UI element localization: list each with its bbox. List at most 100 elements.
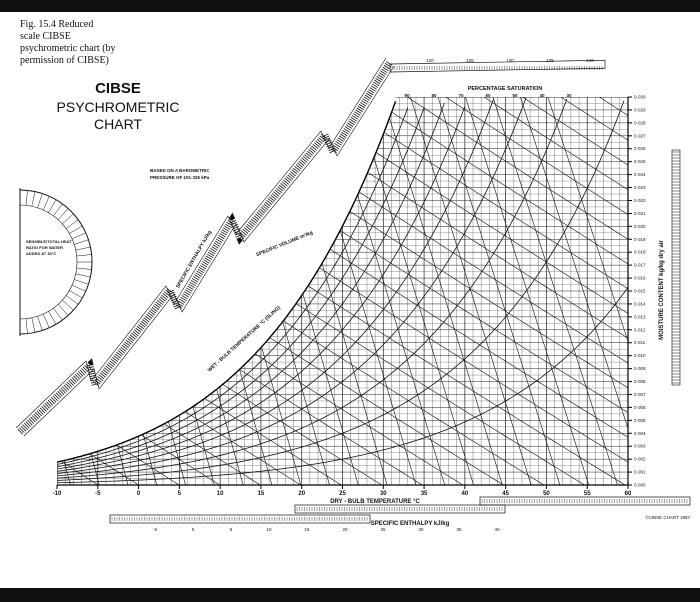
protractor-tick xyxy=(75,273,91,278)
y-tick-label: 0·012 xyxy=(634,327,646,332)
x-tick-label: -5 xyxy=(95,491,101,497)
saturation-label: 80 xyxy=(431,93,437,98)
caption-line: psychrometric chart (by xyxy=(20,43,116,54)
protractor-tick xyxy=(65,295,79,305)
caption-line: permission of CIBSE) xyxy=(20,55,109,66)
enthalpy-scale xyxy=(109,514,371,524)
enthalpy-line xyxy=(521,97,628,141)
y-tick-label: 0·013 xyxy=(634,314,646,319)
y-tick-label: 0·022 xyxy=(634,198,646,203)
y-tick-label: 0·027 xyxy=(634,133,646,138)
enthalpy-line xyxy=(448,97,628,191)
protractor-tick xyxy=(25,190,28,206)
caption-line: scale CIBSE xyxy=(20,31,71,42)
y-tick-label: 0·020 xyxy=(634,224,646,229)
title-line: CIBSE xyxy=(95,80,141,97)
enthalpy-tick-label: 35 xyxy=(456,527,462,532)
protractor-tick xyxy=(76,267,92,270)
title-line: PSYCHROMETRIC xyxy=(57,99,180,115)
saturation-label: 70 xyxy=(458,93,464,98)
enthalpy-line xyxy=(407,97,628,215)
y-tick-label: 0·019 xyxy=(634,237,646,242)
enthalpy-tick-label: 0 xyxy=(192,527,195,532)
enthalpy-line xyxy=(562,97,628,116)
wetbulb-label: WET - BULB TEMPERATURE °C (SLING) xyxy=(207,305,282,374)
protractor-tick xyxy=(37,193,43,208)
y-tick-label: 0·014 xyxy=(634,301,646,306)
volume-line xyxy=(492,97,618,485)
volume-label: SPECIFIC VOLUME m³/kg xyxy=(255,230,313,258)
enthalpy-tick-label: 5 xyxy=(230,527,233,532)
protractor-tick xyxy=(53,203,63,217)
caption: Fig. 15.4 Reduced scale CIBSE psychromet… xyxy=(20,19,116,66)
pressure-note: BASED ON A BAROMETRIC PRESSURE OF 101·32… xyxy=(150,168,210,180)
volume-line xyxy=(57,97,129,485)
protractor-tick xyxy=(31,317,36,333)
enthalpy-tick-label: 120 xyxy=(426,58,434,63)
x-axis-label: DRY - BULB TEMPERATURE °C xyxy=(330,499,420,505)
y-axis-label: MOISTURE CONTENT kg/kg dry air xyxy=(659,239,665,339)
y-tick-label: 0·009 xyxy=(634,366,646,371)
x-tick-label: 0 xyxy=(137,491,141,497)
x-tick-label: 40 xyxy=(462,491,469,497)
protractor-tick xyxy=(42,196,50,211)
saturation-label: 40 xyxy=(539,93,545,98)
saturation-curve xyxy=(57,107,425,468)
protractor-tick xyxy=(37,316,43,331)
y-tick-label: 0·017 xyxy=(634,263,646,268)
enthalpy-scale xyxy=(389,59,606,73)
protractor-tick xyxy=(57,304,69,316)
note-line: RATIO FOR WATER xyxy=(26,245,63,250)
protractor-tick xyxy=(25,318,28,334)
x-tick-label: 60 xyxy=(625,491,632,497)
y-tick-label: 0·007 xyxy=(634,392,646,397)
x-tick-label: -10 xyxy=(53,491,62,497)
bottom-bar xyxy=(0,588,700,602)
note-line: PRESSURE OF 101·325 kPa xyxy=(150,175,210,180)
volume-line xyxy=(355,97,474,485)
x-tick-label: 50 xyxy=(543,491,550,497)
chart-grid xyxy=(57,97,628,485)
enthalpy-tick-label: 135 xyxy=(546,58,554,63)
enthalpy-tick-label: 10 xyxy=(266,527,272,532)
side-scale xyxy=(671,149,681,386)
volume-line xyxy=(57,97,100,485)
y-tick-label: 0·003 xyxy=(634,444,646,449)
enthalpy-line xyxy=(293,97,628,290)
note-line: SENSIBLE/TOTAL HEAT xyxy=(26,239,72,244)
title-line: CHART xyxy=(94,116,142,132)
enthalpy-scale xyxy=(294,504,506,514)
saturation-curve xyxy=(57,98,568,479)
volume-line xyxy=(437,97,561,485)
y-tick-label: 0·030 xyxy=(634,95,646,100)
saturation-label: 30 xyxy=(566,93,572,98)
enthalpy-tick-label: -5 xyxy=(153,527,157,532)
y-tick-label: 0·026 xyxy=(634,146,646,151)
y-tick-label: 0·018 xyxy=(634,250,646,255)
saturation-curve xyxy=(57,106,466,472)
x-tick-label: 10 xyxy=(217,491,224,497)
y-tick-label: 0·025 xyxy=(634,159,646,164)
y-tick-label: 0·006 xyxy=(634,405,646,410)
note-line: BASED ON A BAROMETRIC xyxy=(150,168,210,173)
copyright: ©CIBSE CHART 1987 xyxy=(645,514,690,520)
x-tick-label: 20 xyxy=(298,491,305,497)
protractor-tick xyxy=(71,232,86,240)
protractor-tick xyxy=(69,225,83,234)
protractor-tick xyxy=(42,313,50,328)
x-tick-label: 25 xyxy=(339,491,346,497)
enthalpy-tick-label: 30 xyxy=(418,527,424,532)
y-tick-label: 0·001 xyxy=(634,470,646,475)
x-tick-label: 35 xyxy=(421,491,428,497)
protractor-tick xyxy=(74,239,89,245)
saturation-curve xyxy=(57,99,494,474)
saturation-label: 60 xyxy=(485,93,491,98)
protractor-tick xyxy=(75,246,91,251)
caption-line: Fig. 15.4 Reduced xyxy=(20,19,93,30)
y-tick-label: 0·023 xyxy=(634,185,646,190)
top-bar xyxy=(0,0,700,12)
x-tick-label: 15 xyxy=(258,491,265,497)
y-tick-label: 0·016 xyxy=(634,276,646,281)
enthalpy-band-edge xyxy=(15,57,387,429)
y-tick-label: 0·011 xyxy=(634,340,646,345)
